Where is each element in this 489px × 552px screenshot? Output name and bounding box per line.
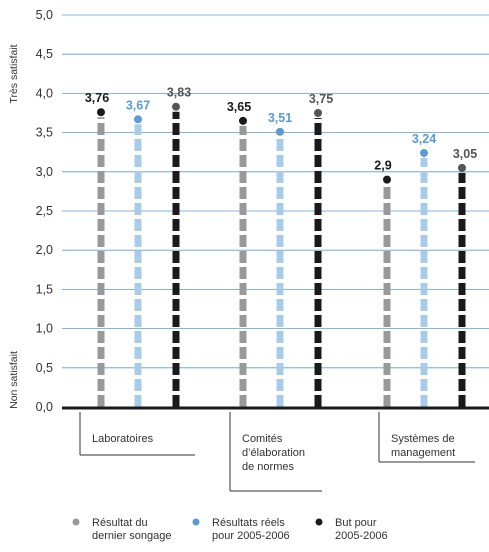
legend-entry-line: dernier songage [92,530,172,542]
bar-marker [276,127,284,136]
legend-marker [315,518,323,526]
bar-marker [134,115,142,124]
bar-marker [314,109,322,117]
y-tick-labels: 0,0 0,5 1,0 1,5 2,0 2,5 3,0 3,5 4,0 4,5 5,0 [36,8,53,414]
data-label: 3,51 [268,111,292,125]
y-tick-label: 0,5 [36,361,53,375]
y-tick-label: 3,5 [36,126,53,140]
legend-entry-line: 2005-2006 [335,530,388,542]
grid-lines [62,14,489,369]
category-labels: Laboratoires Comités d’élaboration de norme… [79,412,475,492]
legend-entry: Résultat du dernier songage [92,517,172,542]
data-label: 3,83 [167,86,191,100]
category-label: Laboratoires [92,433,154,445]
y-tick-label: 1,0 [36,322,53,336]
legend-marker [192,518,200,526]
legend-marker [72,518,80,526]
y-tick-label: 0,0 [36,400,53,414]
y-tick-label: 5,0 [36,8,53,22]
y-tick-label: 2,5 [36,204,53,218]
bar-marker [458,163,466,172]
y-tick-label: 4,5 [36,47,53,61]
category-label-line: de normes [242,461,294,473]
y-tick-label: 1,5 [36,282,53,296]
category-label-line: d’élaboration [242,447,305,459]
category-label-line: Comités [242,433,283,445]
y-tick-label: 4,0 [36,86,53,100]
data-label: 3,65 [227,100,251,114]
y-tick-label: 3,0 [36,165,53,179]
legend-entry-line: pour 2005-2006 [212,530,290,542]
bar-marker [239,116,247,125]
legend-entry-line: Résultats réels [212,517,285,529]
bar-marker [420,148,428,157]
y-tick-label: 2,0 [36,243,53,257]
data-label: 3,67 [126,98,150,112]
legend-entry-line: But pour [335,517,377,529]
y-label-bottom: Non satisfait [8,351,20,409]
category-label-line: Laboratoires [92,433,154,445]
legend-entry-line: Résultat du [92,517,148,529]
data-label: 3,75 [309,92,333,106]
bar-marker [172,102,180,111]
data-label: 3,76 [85,91,109,105]
legend: Résultat du dernier songage Résultats réel… [72,517,388,542]
data-label: 3,05 [453,147,477,161]
data-label: 2,9 [374,159,391,173]
y-label-top: Très satisfait [8,44,20,103]
bar-series: 3,76 3,65 2,9 3,67 3,51 3,24 3,83 3,75 3,05 [85,86,477,407]
category-label: Comités d’élaboration de normes [242,433,305,473]
category-label-line: Systèmes de [391,433,455,445]
bar-marker [97,108,105,117]
data-label: 3,24 [412,132,436,146]
category-label: Systèmes de management [391,433,455,459]
category-label-line: management [391,447,455,459]
legend-entry: But pour 2005-2006 [335,517,388,542]
bar-marker [383,175,391,184]
legend-entry: Résultats réels pour 2005-2006 [212,517,290,542]
